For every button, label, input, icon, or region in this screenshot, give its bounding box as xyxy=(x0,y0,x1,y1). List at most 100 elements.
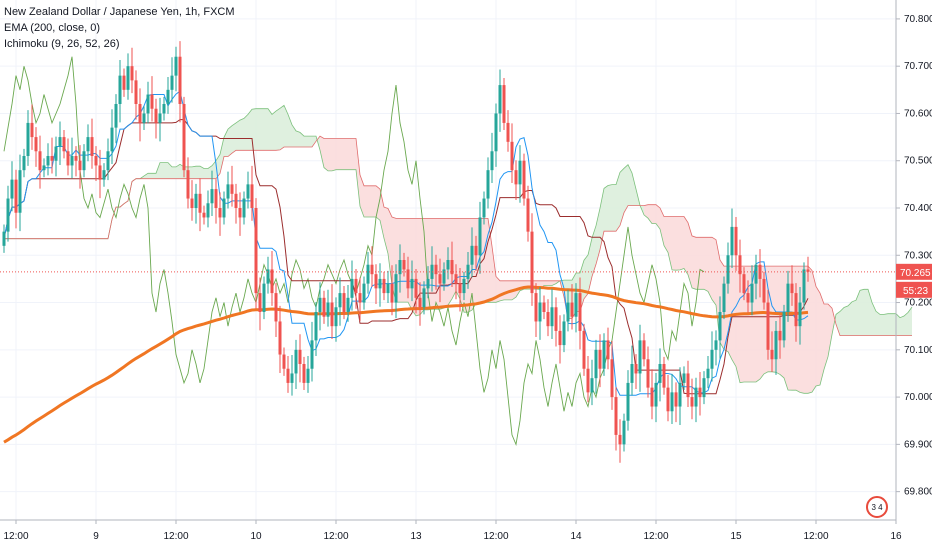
candle-body xyxy=(542,302,546,312)
candle xyxy=(254,198,258,309)
candle xyxy=(666,374,670,422)
candle xyxy=(58,121,62,165)
candle-body xyxy=(318,297,322,312)
cloud-segment xyxy=(876,311,880,336)
cloud-segment xyxy=(168,162,172,179)
candle-body xyxy=(226,184,230,199)
candle xyxy=(634,354,638,390)
candle xyxy=(402,252,406,277)
candle-body xyxy=(238,208,242,218)
candle xyxy=(542,295,546,320)
cloud-segment xyxy=(648,204,652,224)
cloud-segment xyxy=(432,218,436,310)
candle-body xyxy=(246,184,250,199)
candle-body xyxy=(178,56,182,104)
candle-body xyxy=(6,198,10,232)
candle xyxy=(698,372,702,416)
countdown-box xyxy=(896,281,932,298)
candle-body xyxy=(434,264,438,275)
candle xyxy=(642,333,646,367)
cloud-segment xyxy=(248,109,252,151)
candle xyxy=(802,262,806,310)
cloud-segment xyxy=(500,280,504,301)
countdown-label: 55:23 xyxy=(903,286,928,297)
candle xyxy=(62,130,66,159)
candle xyxy=(658,348,662,402)
cloud-segment xyxy=(308,136,312,148)
cloud-segment xyxy=(548,280,552,286)
candle xyxy=(578,277,582,350)
candles xyxy=(2,41,810,463)
candle xyxy=(294,339,298,390)
cloud-segment xyxy=(268,108,272,151)
candle xyxy=(274,283,278,338)
candle-body xyxy=(494,113,498,152)
candle xyxy=(618,419,622,463)
candle xyxy=(754,254,758,300)
candle-body xyxy=(58,137,62,147)
candle xyxy=(586,355,590,403)
candle-body xyxy=(642,340,646,360)
candle xyxy=(30,104,34,150)
candle-body xyxy=(10,179,14,199)
cloud-segment xyxy=(276,108,280,151)
candle-body xyxy=(298,349,302,364)
senkou-span-a xyxy=(4,104,913,394)
candle-body xyxy=(222,198,226,218)
candle xyxy=(158,97,162,142)
candle-body xyxy=(202,212,206,218)
candle-body xyxy=(142,113,146,123)
candle xyxy=(598,334,602,388)
candle-body xyxy=(54,146,58,161)
candle xyxy=(378,263,382,307)
candle-body xyxy=(798,302,802,327)
candle-body xyxy=(682,373,686,383)
candle xyxy=(198,178,202,232)
candle xyxy=(262,276,266,320)
candle xyxy=(146,81,150,124)
candle-body xyxy=(174,56,178,76)
symbol-title[interactable]: New Zealand Dollar / Japanese Yen, 1h, F… xyxy=(4,6,235,18)
candle xyxy=(426,266,430,299)
candle xyxy=(494,103,498,167)
ichimoku-legend[interactable]: Ichimoku (9, 26, 52, 26) xyxy=(4,38,120,50)
candle-body xyxy=(422,288,426,308)
cloud-segment xyxy=(644,204,648,219)
cloud-segment xyxy=(300,132,304,148)
alert-badge-icon[interactable]: 3 4 xyxy=(866,496,888,518)
candle-body xyxy=(22,156,26,171)
candle-body xyxy=(250,184,254,208)
cloud-segment xyxy=(684,216,688,275)
cloud-segment xyxy=(864,289,868,336)
candle-body xyxy=(778,330,782,341)
cloud-segment xyxy=(336,138,340,170)
time-tick-label: 9 xyxy=(93,531,99,542)
candle xyxy=(630,345,634,396)
candle xyxy=(762,271,766,310)
candle-body xyxy=(66,151,70,166)
candle xyxy=(10,161,14,212)
cloud-segment xyxy=(796,266,800,393)
candle xyxy=(694,377,698,423)
candle-body xyxy=(258,293,262,312)
cloud-segment xyxy=(592,225,596,277)
ema-legend[interactable]: EMA (200, close, 0) xyxy=(4,22,100,34)
candle-body xyxy=(94,156,98,166)
candle-body xyxy=(150,94,154,109)
candle-body xyxy=(686,373,690,398)
candle-body xyxy=(78,160,82,171)
cloud-segment xyxy=(856,290,860,336)
candle-body xyxy=(578,293,582,331)
candle-body xyxy=(646,359,650,388)
candle xyxy=(686,360,690,408)
cloud-segment xyxy=(324,138,328,171)
candle xyxy=(302,356,306,390)
candle xyxy=(522,153,526,206)
candle-body xyxy=(70,156,74,166)
candle xyxy=(270,251,274,306)
cloud-segment xyxy=(312,136,316,148)
candle xyxy=(38,135,42,189)
cloud-segment xyxy=(852,300,856,336)
price-tick-label: 70.000 xyxy=(904,392,932,403)
